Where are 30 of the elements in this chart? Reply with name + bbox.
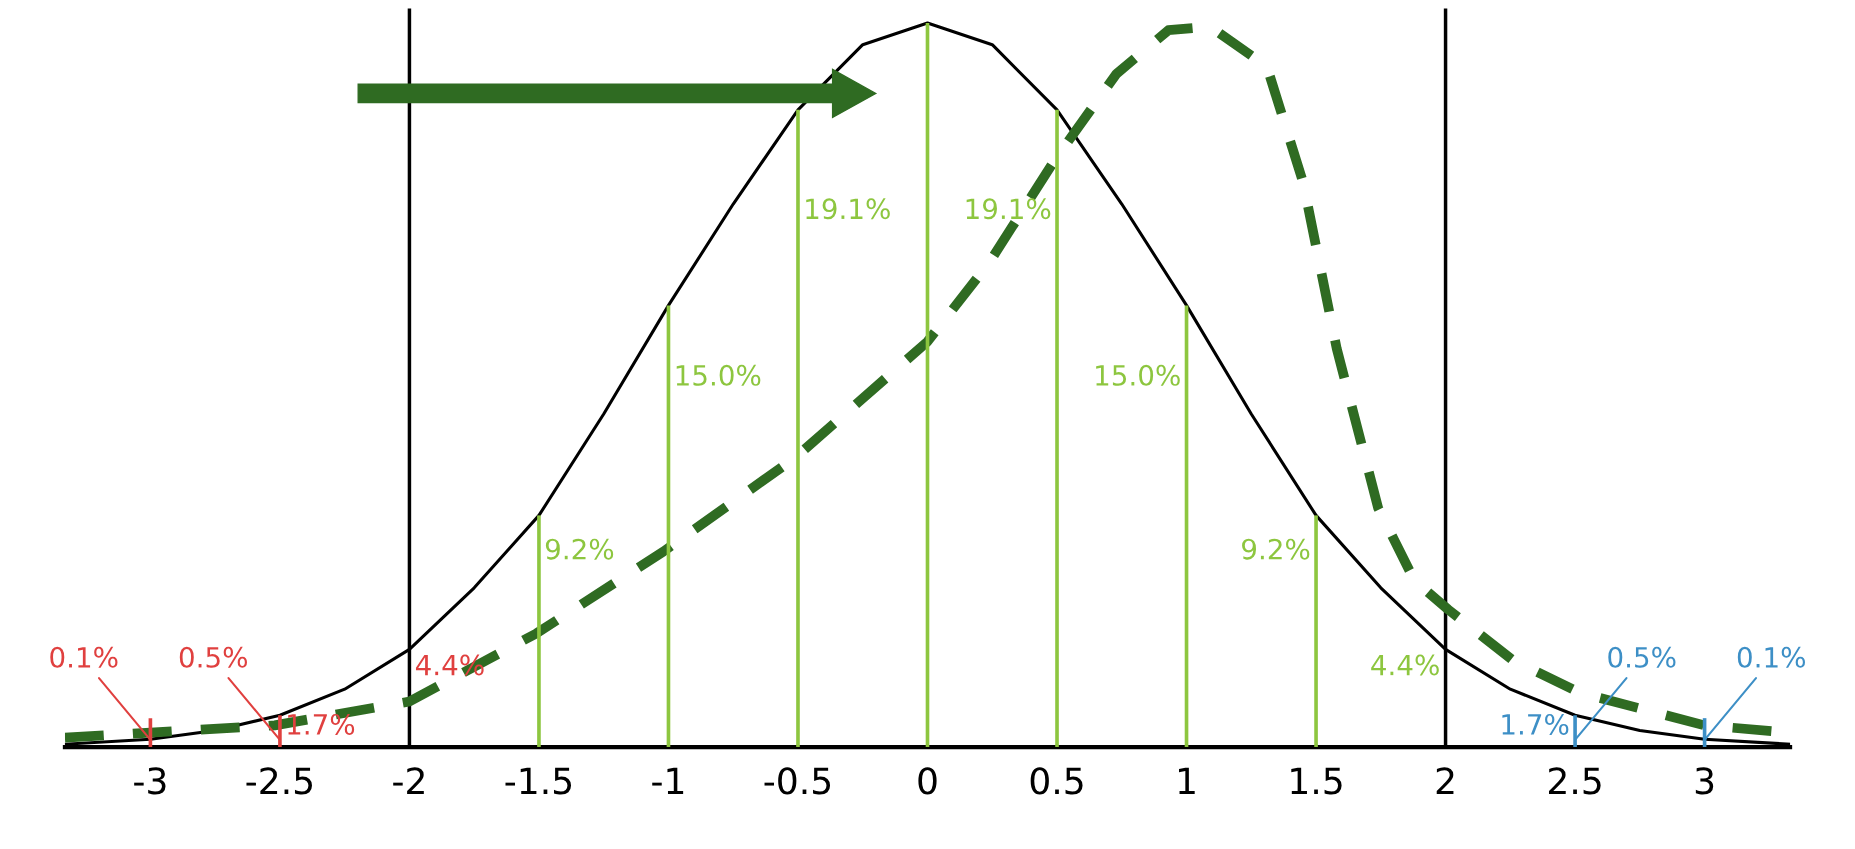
x-tick-label: -2.5 [246, 767, 312, 795]
x-tick-label: -1 [652, 767, 684, 794]
annotation: 0.5% [179, 646, 248, 668]
bar [537, 515, 541, 748]
x-tick-label: -0.5 [764, 767, 831, 795]
annotation: 1.7% [1502, 713, 1569, 735]
bar [796, 109, 800, 748]
annotation: 1.7% [288, 713, 355, 735]
x-tick-label: 1.5 [1291, 767, 1342, 795]
annotation: 15.0% [676, 364, 761, 386]
annotation: 15.0% [1096, 364, 1180, 386]
annotation: 9.2% [1242, 538, 1310, 560]
bar [1314, 515, 1318, 748]
annotation: 0.5% [1608, 646, 1676, 668]
x-tick-label: 0.5 [1030, 767, 1083, 795]
x-tick-label: 2.5 [1549, 767, 1601, 795]
annotation: 9.2% [545, 538, 614, 560]
annotation: 4.4% [1371, 654, 1439, 676]
x-tick-label: -1.5 [505, 767, 572, 795]
x-tick-label: -3 [134, 767, 166, 795]
annotation: 19.1% [806, 198, 890, 220]
x-tick-label: -2 [393, 767, 424, 794]
x-tick-label: 3 [1695, 767, 1714, 795]
x-tick-label: 2 [1436, 767, 1454, 794]
bar [1055, 109, 1059, 748]
x-tick-label: 1 [1179, 767, 1195, 794]
annotation: 19.1% [966, 198, 1051, 220]
annotation: 0.1% [1737, 646, 1806, 668]
annotation: 0.1% [50, 646, 118, 668]
x-tick-label: 0 [918, 767, 937, 795]
